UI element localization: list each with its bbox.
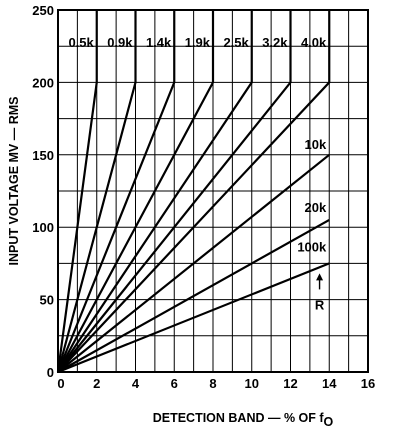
curve-label-20k: 20k bbox=[305, 200, 327, 215]
series-line-20k bbox=[57, 219, 330, 373]
x-tick-label: 10 bbox=[245, 376, 259, 391]
curve-label-1.9k: 1.9k bbox=[185, 35, 211, 50]
series-line-0.5k bbox=[56, 10, 98, 373]
curve-label-10k: 10k bbox=[305, 137, 327, 152]
y-axis-title: INPUT VOLTAGE MV — RMS bbox=[7, 97, 21, 266]
curve-labels: 0.5k 0.9k 1.4k 1.9k 2.5k 3.2k 4.0k 10k 20k 100k bbox=[68, 35, 327, 255]
series-line-10k bbox=[57, 153, 330, 373]
series-line-0.9k bbox=[56, 10, 137, 373]
y-tick-label: 0 bbox=[47, 365, 54, 380]
x-axis-title: DETECTION BAND — % OF fO bbox=[153, 411, 334, 429]
x-axis-title-sub: O bbox=[324, 415, 334, 429]
x-axis-title-main: DETECTION BAND — % OF f bbox=[153, 411, 325, 425]
annotation: R bbox=[315, 273, 325, 312]
series-lines bbox=[56, 10, 331, 374]
y-tick-label: 50 bbox=[40, 293, 54, 308]
x-tick-label: 4 bbox=[132, 376, 140, 391]
x-tick-label: 12 bbox=[283, 376, 297, 391]
x-tick-label: 6 bbox=[171, 376, 178, 391]
y-tick-labels: 0 50 100 150 200 250 bbox=[32, 3, 54, 380]
x-tick-label: 8 bbox=[209, 376, 216, 391]
annotation-label: R bbox=[315, 297, 325, 312]
plot-frame bbox=[57, 9, 369, 373]
series-line-2.5k bbox=[57, 10, 253, 373]
curve-label-3.2k: 3.2k bbox=[262, 35, 288, 50]
annotation-arrow-head bbox=[316, 273, 324, 281]
series-line-100k bbox=[57, 262, 330, 374]
curve-label-100k: 100k bbox=[297, 239, 327, 254]
x-tick-label: 16 bbox=[361, 376, 375, 391]
curve-label-0.5k: 0.5k bbox=[68, 35, 94, 50]
y-tick-label: 200 bbox=[32, 75, 54, 90]
series-line-4.0k bbox=[57, 10, 331, 373]
curve-label-4.0k: 4.0k bbox=[301, 35, 327, 50]
y-tick-label: 250 bbox=[32, 3, 54, 18]
series-line-3.2k bbox=[57, 10, 292, 373]
curve-label-0.9k: 0.9k bbox=[107, 35, 133, 50]
x-tick-labels: 0 2 4 6 8 10 12 14 16 bbox=[57, 376, 375, 391]
curve-label-2.5k: 2.5k bbox=[223, 35, 249, 50]
x-tick-label: 14 bbox=[322, 376, 337, 391]
x-tick-label: 0 bbox=[57, 376, 64, 391]
x-tick-label: 2 bbox=[93, 376, 100, 391]
curve-label-1.4k: 1.4k bbox=[146, 35, 172, 50]
series-line-1.4k bbox=[56, 10, 176, 373]
series-line-1.9k bbox=[57, 10, 215, 373]
y-tick-label: 100 bbox=[32, 220, 54, 235]
y-tick-label: 150 bbox=[32, 148, 54, 163]
